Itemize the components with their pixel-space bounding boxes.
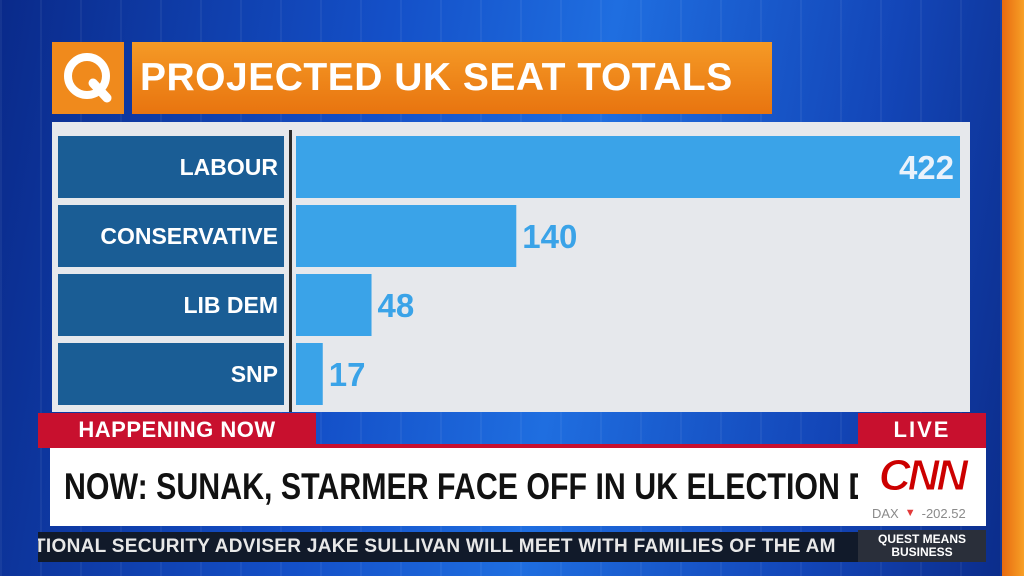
news-ticker: TIONAL SECURITY ADVISER JAKE SULLIVAN WI… — [38, 532, 858, 562]
title-bar: PROJECTED UK SEAT TOTALS — [132, 42, 772, 114]
market-readout: DAX ▼ -202.52 — [872, 504, 982, 522]
value-label: 140 — [522, 218, 577, 255]
bar — [296, 343, 323, 405]
axis-line — [289, 130, 292, 412]
headline: NOW: SUNAK, STARMER FACE OFF IN UK ELECT… — [64, 466, 971, 507]
show-name-line2: BUSINESS — [891, 545, 953, 559]
happening-now-label: HAPPENING NOW — [38, 413, 316, 446]
cnn-logo-text: CNN — [878, 451, 968, 501]
bar-chart: LABOUR 422 CONSERVATIVE 140 LIB DEM 48 SNP 17 — [58, 130, 960, 412]
down-triangle-icon: ▼ — [904, 507, 916, 519]
value-label: 422 — [899, 149, 954, 186]
category-label-box — [58, 205, 284, 267]
q-logo-icon — [64, 53, 112, 103]
chart-panel: LABOUR 422 CONSERVATIVE 140 LIB DEM 48 SNP 17 — [52, 122, 970, 412]
category-label: SNP — [231, 361, 278, 387]
category-label-box — [58, 343, 284, 405]
live-badge: LIVE — [858, 413, 986, 446]
value-label: 48 — [378, 287, 415, 324]
category-label-box — [58, 136, 284, 198]
category-label-box — [58, 274, 284, 336]
orange-side-edge — [1002, 0, 1024, 576]
show-name-box: QUEST MEANS BUSINESS — [858, 530, 986, 562]
market-name: DAX — [872, 505, 899, 521]
bar — [296, 136, 960, 198]
chart-title: PROJECTED UK SEAT TOTALS — [140, 56, 733, 99]
value-label: 17 — [329, 356, 366, 393]
headline-bar: NOW: SUNAK, STARMER FACE OFF IN UK ELECT… — [50, 448, 971, 526]
red-divider — [38, 444, 986, 448]
bar — [296, 274, 372, 336]
q-logo — [52, 42, 124, 114]
cnn-logo: CNN — [866, 451, 978, 501]
show-name-line1: QUEST MEANS — [877, 532, 966, 546]
ticker-text: TIONAL SECURITY ADVISER JAKE SULLIVAN WI… — [38, 536, 836, 557]
market-change: -202.52 — [921, 505, 966, 521]
bar — [296, 205, 517, 267]
network-box: CNN DAX ▼ -202.52 — [858, 448, 986, 526]
category-label: LIB DEM — [183, 292, 278, 318]
category-label: LABOUR — [180, 154, 279, 180]
category-label: CONSERVATIVE — [100, 223, 278, 249]
